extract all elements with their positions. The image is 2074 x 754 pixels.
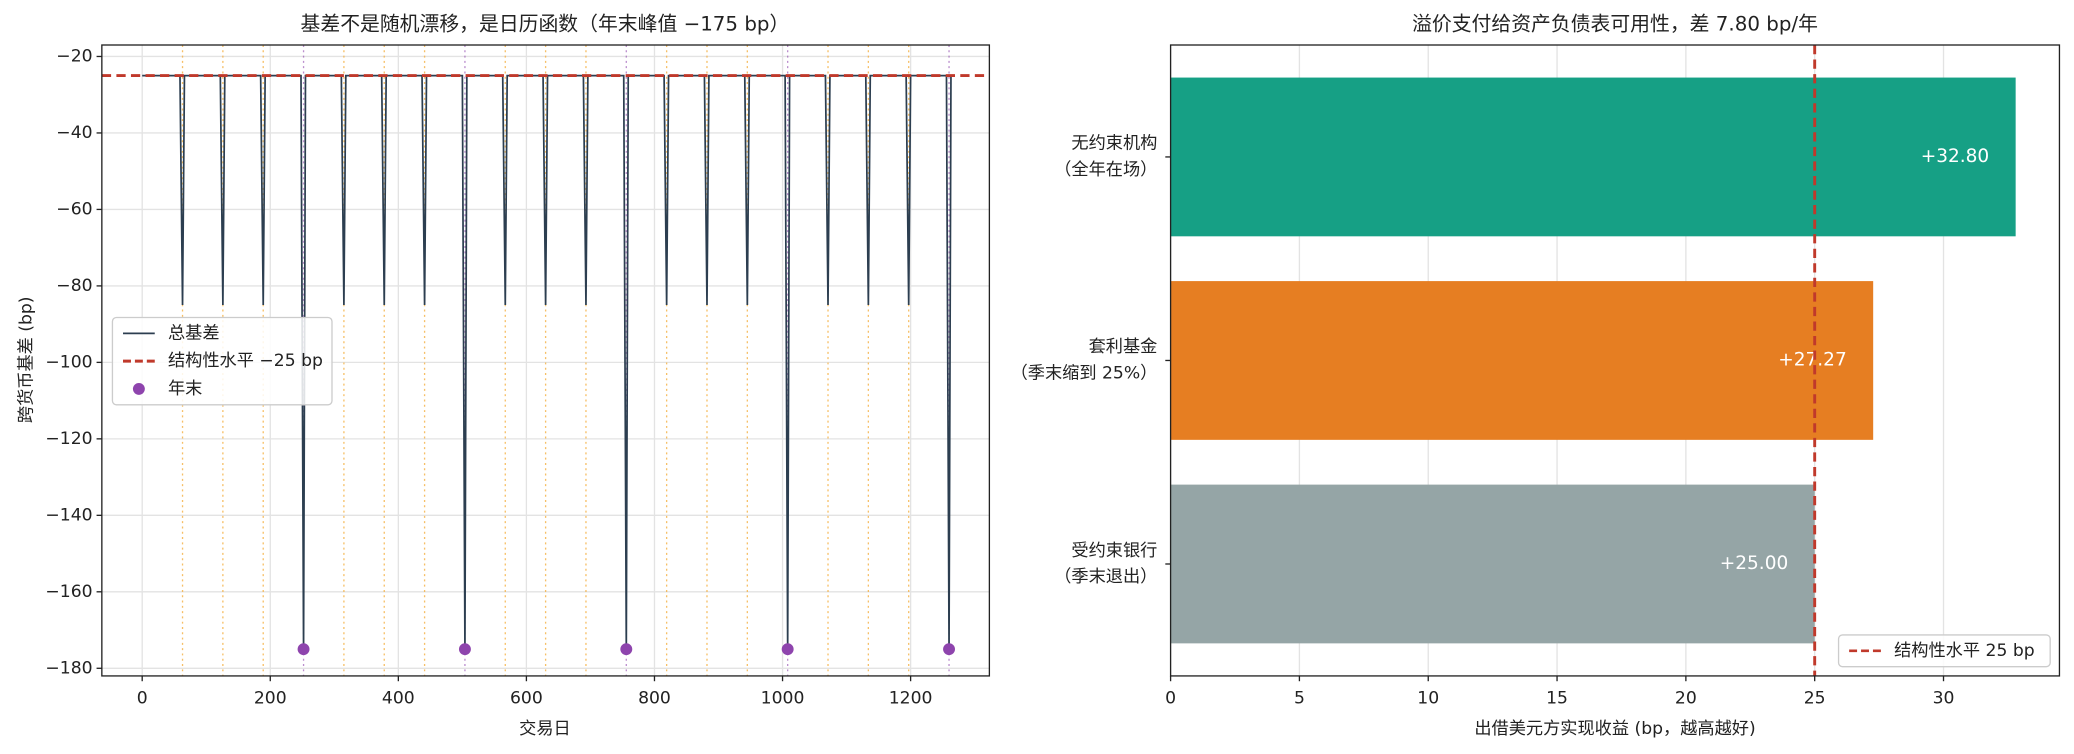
year-end-point xyxy=(943,643,955,656)
x-tick-label: 30 xyxy=(1933,688,1955,708)
y-tick-label: −80 xyxy=(56,276,92,296)
legend-box xyxy=(1837,634,2051,668)
plot-frame xyxy=(1169,44,2061,677)
y-tick-label: −160 xyxy=(45,582,92,602)
year-end-point xyxy=(620,643,633,656)
y-tick-label: （季末缩到 25%） xyxy=(1011,364,1158,384)
x-axis-label: 交易日 xyxy=(519,719,571,739)
x-tick-label: 1000 xyxy=(761,688,805,708)
y-tick-label: −100 xyxy=(45,352,92,372)
y-tick-label: 受约束银行 xyxy=(1071,541,1157,561)
x-tick-label: 20 xyxy=(1675,688,1697,708)
x-tick-label: 1200 xyxy=(889,688,933,708)
legend-label: 结构性水平 −25 bp xyxy=(168,351,323,371)
bar xyxy=(1170,484,1815,644)
x-axis-label: 出借美元方实现收益 (bp，越高越好) xyxy=(1474,719,1755,739)
x-tick-label: 25 xyxy=(1804,688,1826,708)
bar xyxy=(1170,77,2016,237)
value-label: +25.00 xyxy=(1720,553,1788,574)
legend-label: 总基差 xyxy=(168,323,220,343)
y-tick-label: −40 xyxy=(56,123,92,143)
y-tick-label: −120 xyxy=(45,429,92,449)
y-tick-label: −180 xyxy=(45,658,92,678)
y-tick-label: （全年在场） xyxy=(1054,160,1157,180)
legend-label: 结构性水平 25 bp xyxy=(1894,641,2035,661)
y-axis-label: 跨货币基差 (bp) xyxy=(16,296,36,423)
year-end-point xyxy=(297,643,310,656)
y-tick-label: −60 xyxy=(56,199,92,219)
y-tick-label: −20 xyxy=(56,46,92,66)
x-tick-label: 200 xyxy=(254,688,287,708)
y-tick-label: 无约束机构 xyxy=(1071,134,1157,154)
x-tick-label: 0 xyxy=(137,688,148,708)
x-tick-label: 800 xyxy=(638,688,671,708)
bar xyxy=(1170,281,1874,440)
plot-frame xyxy=(101,44,991,677)
legend-box xyxy=(111,316,333,406)
y-tick-label: −140 xyxy=(45,505,92,525)
x-tick-label: 5 xyxy=(1294,688,1305,708)
x-tick-label: 10 xyxy=(1417,688,1439,708)
legend-label: 年末 xyxy=(168,379,202,399)
chart-title: 基差不是随机漂移，是日历函数（年末峰值 −175 bp） xyxy=(301,13,790,36)
legend-swatch xyxy=(132,382,145,395)
value-label: +32.80 xyxy=(1921,146,1989,167)
value-label: +27.27 xyxy=(1778,349,1846,370)
year-end-point xyxy=(781,643,794,656)
year-end-point xyxy=(458,643,471,656)
x-tick-label: 15 xyxy=(1546,688,1568,708)
x-tick-label: 400 xyxy=(382,688,415,708)
y-tick-label: 套利基金 xyxy=(1089,337,1158,357)
y-tick-label: （季末退出） xyxy=(1054,567,1157,587)
chart-title: 溢价支付给资产负债表可用性，差 7.80 bp/年 xyxy=(1412,13,1818,36)
x-tick-label: 0 xyxy=(1165,688,1176,708)
x-tick-label: 600 xyxy=(510,688,543,708)
